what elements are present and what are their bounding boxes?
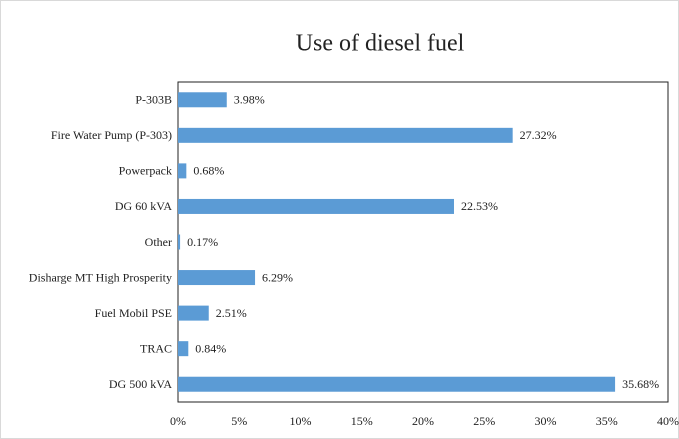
data-label: 6.29% <box>262 270 293 284</box>
y-tick-label: Powerpack <box>119 164 172 178</box>
y-tick-label: P-303B <box>135 93 172 107</box>
bar <box>178 305 209 321</box>
data-label: 0.17% <box>187 235 218 249</box>
bar <box>178 198 454 214</box>
bar <box>178 341 189 357</box>
data-label: 0.68% <box>193 164 224 178</box>
x-tick-label: 0% <box>170 414 186 428</box>
chart-title: Use of diesel fuel <box>296 31 465 57</box>
x-tick-label: 40% <box>657 414 679 428</box>
x-tick-label: 20% <box>412 414 434 428</box>
bar <box>178 376 616 392</box>
data-label: 22.53% <box>461 199 498 213</box>
bar <box>178 270 256 286</box>
y-tick-label: Other <box>145 235 172 249</box>
y-tick-label: Disharge MT High Prosperity <box>29 270 172 284</box>
x-tick-label: 35% <box>596 414 618 428</box>
x-tick-label: 25% <box>473 414 495 428</box>
y-tick-label: TRAC <box>140 341 172 355</box>
data-label: 27.32% <box>520 128 557 142</box>
bar <box>178 234 181 250</box>
data-label: 35.68% <box>622 377 659 391</box>
y-tick-label: DG 60 kVA <box>115 199 172 213</box>
y-tick-label: Fuel Mobil PSE <box>95 306 172 320</box>
data-label: 0.84% <box>195 341 226 355</box>
data-label: 2.51% <box>216 306 247 320</box>
bar <box>178 163 187 179</box>
x-tick-label: 5% <box>231 414 247 428</box>
y-tick-label: Fire Water Pump (P-303) <box>51 128 172 142</box>
bar <box>178 127 513 143</box>
data-label: 3.98% <box>234 93 265 107</box>
y-tick-label: DG 500 kVA <box>109 377 172 391</box>
x-tick-label: 15% <box>351 414 373 428</box>
bar <box>178 92 227 108</box>
x-tick-label: 10% <box>290 414 312 428</box>
x-tick-label: 30% <box>535 414 557 428</box>
